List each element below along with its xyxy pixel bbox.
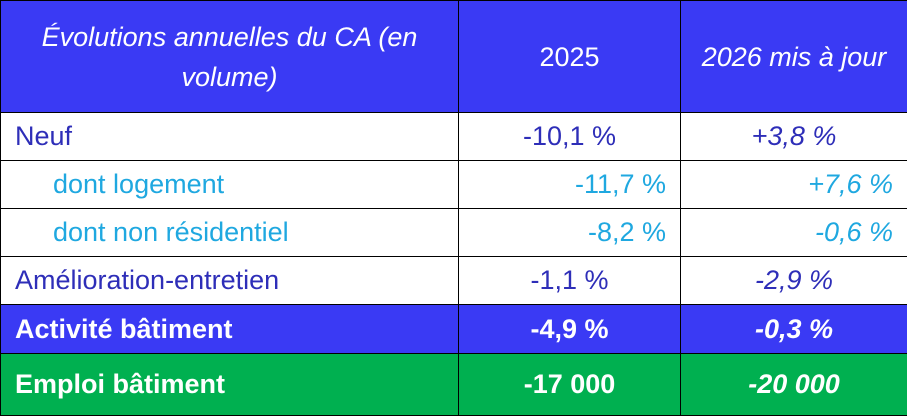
header-cell: Évolutions annuelles du CA (en volume): [1, 1, 459, 113]
value-cell: -0,6 %: [681, 209, 907, 257]
header-cell: 2025: [459, 1, 681, 113]
value-cell: -17 000: [459, 354, 681, 416]
value-cell: -4,9 %: [459, 305, 681, 354]
value-cell: -1,1 %: [459, 257, 681, 305]
table-row: Amélioration-entretien-1,1 %-2,9 %: [1, 257, 907, 305]
row-label: Neuf: [1, 113, 459, 161]
value-cell: -8,2 %: [459, 209, 681, 257]
header-row: Évolutions annuelles du CA (en volume) 2…: [1, 1, 907, 113]
value-cell: -0,3 %: [681, 305, 907, 354]
row-label: dont non résidentiel: [1, 209, 459, 257]
row-label: dont logement: [1, 161, 459, 209]
row-label: Amélioration-entretien: [1, 257, 459, 305]
value-cell: -11,7 %: [459, 161, 681, 209]
row-label: Emploi bâtiment: [1, 354, 459, 416]
value-cell: -2,9 %: [681, 257, 907, 305]
value-cell: +3,8 %: [681, 113, 907, 161]
table-row: dont logement-11,7 %+7,6 %: [1, 161, 907, 209]
row-label: Activité bâtiment: [1, 305, 459, 354]
table-row: dont non résidentiel-8,2 %-0,6 %: [1, 209, 907, 257]
value-cell: +7,6 %: [681, 161, 907, 209]
value-cell: -20 000: [681, 354, 907, 416]
table-row: Neuf-10,1 %+3,8 %: [1, 113, 907, 161]
table-row: Emploi bâtiment-17 000-20 000: [1, 354, 907, 416]
header-cell: 2026 mis à jour: [681, 1, 907, 113]
value-cell: -10,1 %: [459, 113, 681, 161]
table-row: Activité bâtiment-4,9 %-0,3 %: [1, 305, 907, 354]
